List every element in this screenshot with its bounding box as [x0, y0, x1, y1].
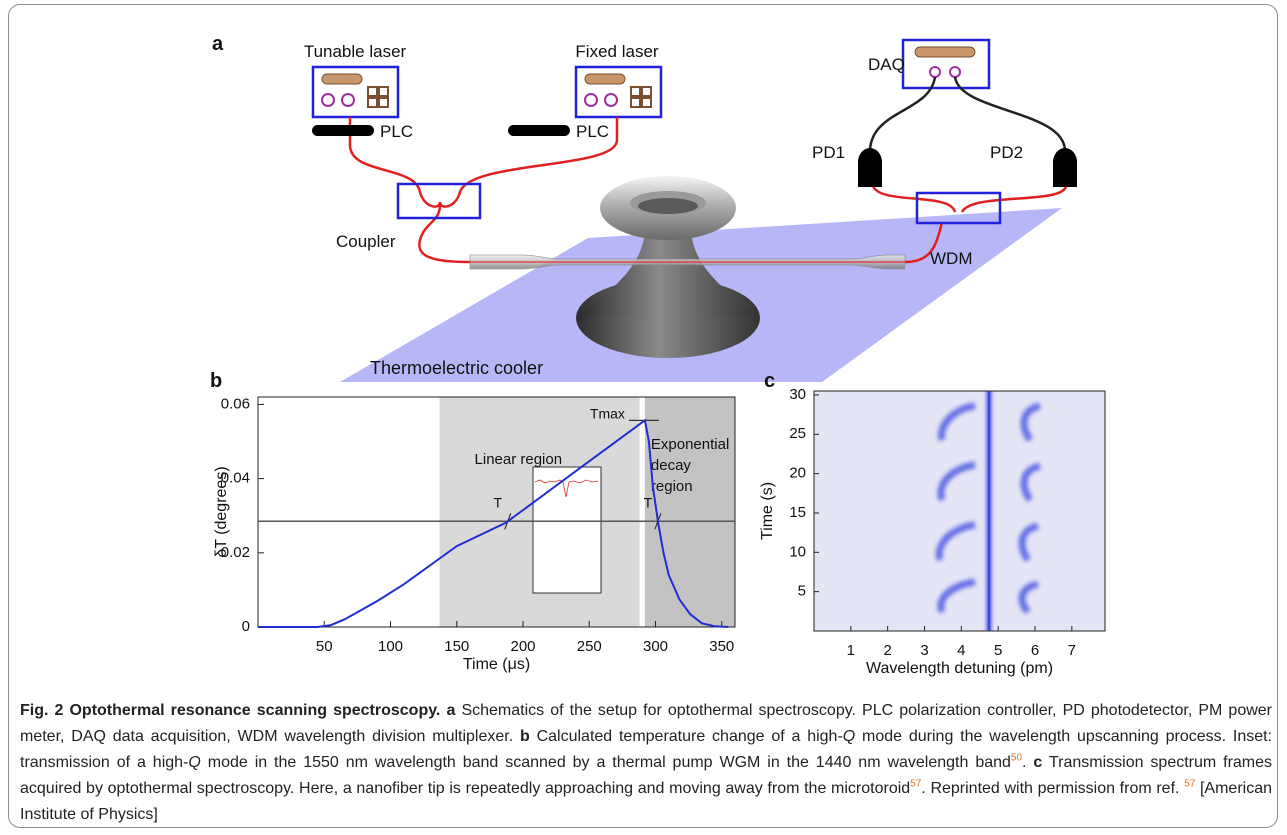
panel-a: a Thermoelectric cooler Tunable laser Fi… [212, 33, 1077, 382]
caption-text: Schematics of the setup for optothermal … [20, 702, 1272, 745]
caption-text: Transmission spectrum frames acquired by… [20, 754, 1273, 797]
spectrum-image [814, 391, 1105, 631]
plot-frame [257, 396, 736, 628]
region [644, 397, 735, 627]
crossing-label: T [494, 494, 503, 510]
x-tick-label: 6 [1031, 642, 1039, 659]
region-label: Linear region [475, 451, 563, 468]
wires [868, 76, 1067, 151]
panel-letter: c [764, 370, 775, 392]
y-tick-label: 0.04 [221, 470, 250, 487]
photodetector [1053, 148, 1077, 187]
caption: Fig. 2 Optothermal resonance scanning sp… [20, 702, 1273, 823]
peak-label: Tmax [590, 405, 625, 421]
pd2-label: PD2 [990, 143, 1023, 162]
caption-text: Calculated temperature change of a high- [536, 728, 843, 745]
reference: 57 [1184, 778, 1196, 790]
y-tick-label: 10 [789, 543, 806, 560]
panel-ref: c [1033, 754, 1043, 771]
figure-frame [8, 4, 1278, 828]
y-tick-label: 5 [798, 583, 806, 600]
daq [901, 38, 991, 90]
inset [532, 466, 602, 594]
tunable-laser-label: Tunable laser [304, 42, 407, 61]
fixed-laser [574, 65, 663, 119]
region-label: decay [651, 457, 692, 474]
panel-ref: b [519, 728, 530, 745]
plot-frame [813, 390, 1106, 632]
y-tick-label: 0 [242, 618, 250, 635]
x-axis-label: Time (μs) [463, 656, 530, 673]
plc [312, 125, 374, 136]
caption-text: mode during the wavelength upscanning pr… [20, 728, 1273, 771]
x-tick-label: 300 [643, 638, 668, 655]
line [258, 418, 729, 628]
y-tick-label: 20 [789, 465, 806, 482]
pd1-label: PD1 [812, 143, 845, 162]
y-tick-label: 0.02 [221, 544, 250, 561]
caption-text: mode in the 1550 nm wavelength band scan… [207, 754, 1011, 771]
symbol: Q [188, 754, 201, 771]
plc [508, 125, 570, 136]
x-tick-label: 4 [957, 642, 965, 659]
region-label: region [651, 478, 693, 495]
reference: 57 [910, 778, 922, 790]
fixed-laser-label: Fixed laser [575, 42, 658, 61]
daq-label: DAQ [868, 55, 905, 74]
region-label: Exponential [651, 436, 729, 453]
x-tick-label: 1 [847, 642, 855, 659]
panel-b-front: 0 0.02 0.04 0.06 50 100 150 200 250 300 350 T T Tmax b… [210, 370, 736, 673]
x-tick-label: 3 [920, 642, 928, 659]
caption-text: Reprinted with permission from ref. [930, 780, 1180, 797]
y-tick-label: 30 [789, 386, 806, 403]
reference: 50 [1010, 752, 1023, 764]
x-axis-label: Wavelength detuning (pm) [866, 660, 1053, 677]
y-axis-label: Time (s) [759, 482, 776, 540]
caption-text: [American Institute of Physics] [20, 780, 1272, 823]
plc-label: PLC [576, 122, 609, 141]
crossing-label: T [644, 494, 653, 510]
y-tick-label: 15 [789, 504, 806, 521]
tunable-laser [311, 65, 400, 119]
x-tick-label: 50 [316, 638, 333, 655]
caption-title: Fig. 2 Optothermal resonance scanning sp… [20, 702, 441, 719]
wdm-box [915, 191, 1002, 225]
y-tick-label: 0.06 [221, 395, 250, 412]
coupler-box [396, 182, 482, 220]
x-tick-label: 150 [444, 638, 469, 655]
x-tick-label: 200 [510, 638, 535, 655]
microtoroid [576, 176, 760, 358]
cooler-label: Thermoelectric cooler [370, 358, 543, 378]
x-tick-label: 250 [577, 638, 602, 655]
plc-label: PLC [380, 122, 413, 141]
panel-letter: a [212, 33, 224, 55]
x-tick-label: 100 [378, 638, 403, 655]
coupler-label: Coupler [336, 232, 396, 251]
y-axis-label: δT (degrees) [213, 466, 230, 557]
x-tick-label: 350 [709, 638, 734, 655]
symbol: Q [842, 728, 856, 745]
panel-letter: b [210, 370, 222, 392]
panel-ref: a [446, 702, 456, 719]
x-tick-label: 2 [883, 642, 891, 659]
wdm-label: WDM [930, 249, 972, 268]
x-tick-label: 7 [1068, 642, 1076, 659]
photodetector [858, 148, 882, 187]
figure: a Thermoelectric cooler Tunable laser Fi… [210, 33, 1106, 677]
y-tick-label: 25 [789, 425, 806, 442]
x-tick-label: 5 [994, 642, 1002, 659]
